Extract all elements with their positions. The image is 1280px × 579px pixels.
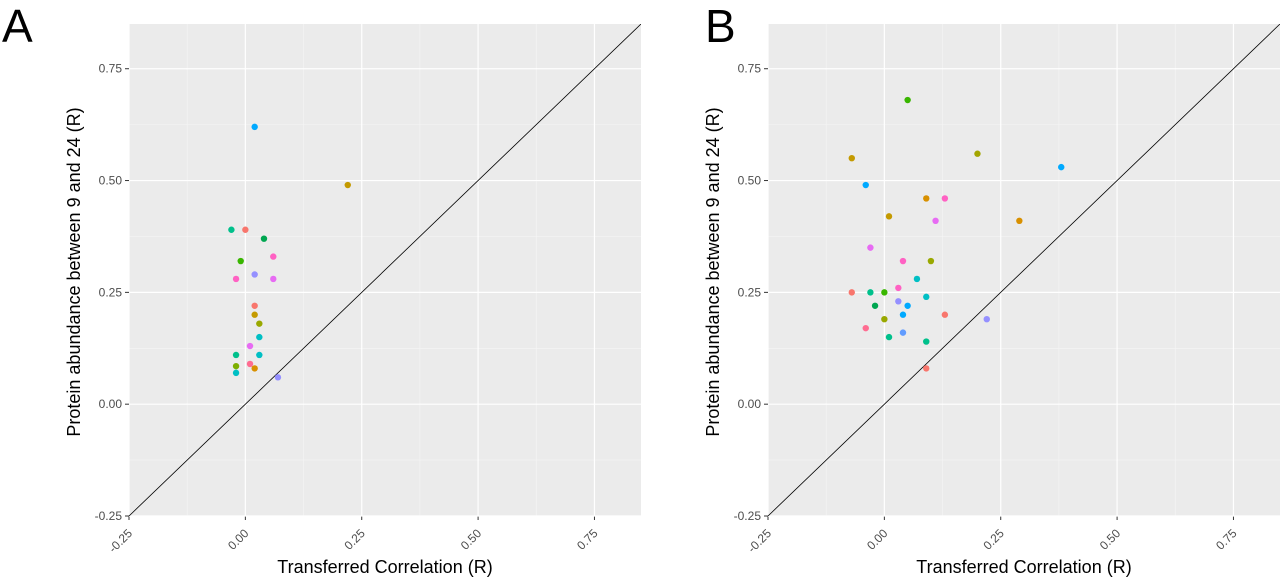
y-tick-label: 0.00 [738, 397, 762, 411]
x-tick-label: 0.50 [458, 526, 485, 553]
data-point [867, 244, 874, 251]
data-point [923, 293, 930, 301]
data-point [256, 333, 263, 341]
x-tick-label: 0.75 [574, 526, 601, 553]
data-point [251, 311, 258, 318]
data-point [256, 320, 263, 327]
data-point [927, 257, 935, 265]
data-point [1058, 163, 1065, 171]
data-point [899, 257, 907, 265]
data-point [237, 257, 244, 265]
data-point [871, 302, 879, 309]
y-tick-label: 0.50 [738, 174, 762, 188]
x-tick-label: 0.00 [225, 526, 252, 553]
y-tick-label: 0.75 [738, 62, 762, 76]
data-point [895, 298, 902, 305]
chart-panel-b: -0.25 0.00 0.25 0.50 0.75 -0.25 0.00 0.25 0.50 0.… [703, 0, 1280, 577]
data-point [895, 284, 902, 292]
x-axis-title: Transferred Correlation (R) [277, 557, 492, 577]
data-point [232, 362, 240, 370]
data-point [881, 316, 888, 323]
data-point [242, 226, 249, 233]
data-point [228, 226, 235, 233]
panel-letter: B [705, 0, 736, 52]
x-tick-label: 0.00 [864, 526, 891, 553]
data-point [251, 365, 258, 372]
data-point [913, 275, 921, 283]
data-point [232, 369, 240, 377]
data-point [899, 311, 907, 318]
data-point [881, 289, 888, 296]
data-point [862, 181, 869, 189]
data-point [904, 302, 911, 309]
panel-letter: A [2, 0, 33, 52]
data-point [867, 289, 874, 296]
data-point [923, 338, 930, 345]
data-point [260, 235, 268, 242]
data-point [246, 360, 254, 368]
data-point [344, 181, 351, 189]
y-tick-label: -0.25 [95, 509, 123, 523]
data-point [251, 271, 258, 278]
data-point [848, 154, 855, 162]
data-point [885, 333, 893, 341]
identity-line [129, 24, 641, 516]
y-tick-label: 0.25 [738, 285, 762, 299]
data-point [246, 342, 254, 350]
y-tick-label: 0.50 [99, 174, 123, 188]
data-point [932, 217, 939, 224]
data-point [899, 329, 907, 336]
data-point [941, 195, 949, 202]
data-point [270, 253, 277, 260]
data-point [904, 96, 911, 104]
data-point [1016, 217, 1023, 224]
y-tick-label: 0.25 [99, 285, 123, 299]
x-tick-label: -0.25 [106, 526, 135, 555]
data-point [885, 213, 893, 220]
data-point [862, 324, 869, 332]
y-tick-label: 0.00 [99, 397, 123, 411]
y-tick-label: 0.75 [99, 62, 123, 76]
data-point [232, 351, 240, 359]
y-tick-label: -0.25 [734, 509, 762, 523]
data-point [923, 365, 930, 372]
data-point [941, 311, 949, 318]
data-point [270, 275, 277, 283]
y-axis-title: Protein abundance between 9 and 24 (R) [703, 107, 723, 436]
data-point [974, 150, 981, 157]
x-tick-label: -0.25 [745, 526, 774, 555]
data-point [251, 123, 258, 131]
data-point [848, 289, 855, 296]
identity-line [768, 24, 1280, 516]
x-tick-label: 0.50 [1097, 526, 1124, 553]
data-point [274, 374, 282, 381]
x-tick-label: 0.25 [980, 526, 1007, 553]
x-tick-label: 0.75 [1213, 526, 1240, 553]
data-point [251, 302, 258, 309]
chart-panel-a: -0.25 0.00 0.25 0.50 0.75 -0.25 0.00 0.25 0.50 0.… [2, 0, 641, 577]
data-point [923, 195, 930, 202]
data-point [256, 351, 263, 359]
x-axis-title: Transferred Correlation (R) [916, 557, 1131, 577]
x-tick-label: 0.25 [341, 526, 368, 553]
y-axis-title: Protein abundance between 9 and 24 (R) [64, 107, 84, 436]
data-point [983, 316, 990, 323]
data-point [232, 275, 240, 283]
